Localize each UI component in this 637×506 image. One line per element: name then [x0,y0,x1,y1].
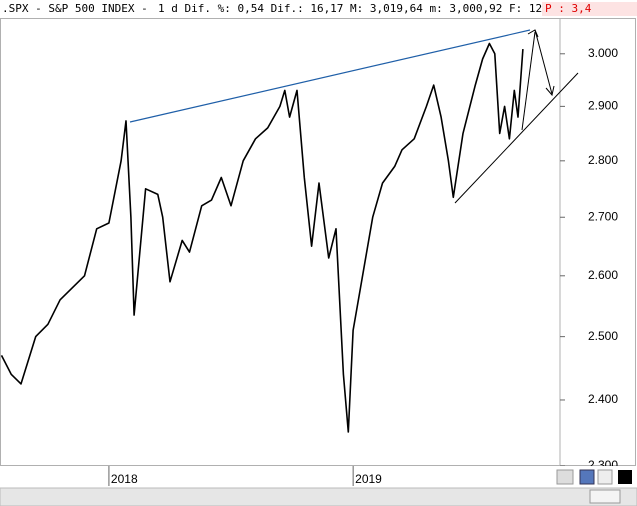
arrow-up [521,31,536,131]
y-tick-label: 2.500 [588,329,618,343]
support-trendline [454,72,579,204]
plot-frame [0,18,636,466]
price-badge [542,2,637,16]
color-button[interactable] [618,470,632,484]
arrow-down [534,29,553,95]
chart-title: .SPX - S&P 500 INDEX - [2,2,148,15]
chart-subtitle: 1 d Dif. %: 0,54 Dif.: 16,17 M: 3,019,64… [158,2,595,15]
y-tick-label: 2.400 [588,392,618,406]
arrow-down-head [545,85,555,97]
save-button[interactable] [579,469,595,485]
scrollbar[interactable] [0,487,637,506]
toolbar-button[interactable] [556,469,574,485]
y-tick-label: 2.800 [588,153,618,167]
x-tick-label: 2019 [355,472,382,486]
pin-button[interactable] [597,469,613,485]
y-tick-label: 2.900 [588,99,618,113]
price-annotation: P : 3,4 [545,2,592,15]
price-line [0,42,524,433]
y-tick-label: 2.600 [588,268,618,282]
y-tick-label: 3.000 [588,46,618,60]
scroll-thumb[interactable] [589,489,621,504]
resistance-trendline [129,29,531,123]
y-tick-label: 2.700 [588,209,618,223]
x-tick-label: 2018 [111,472,138,486]
